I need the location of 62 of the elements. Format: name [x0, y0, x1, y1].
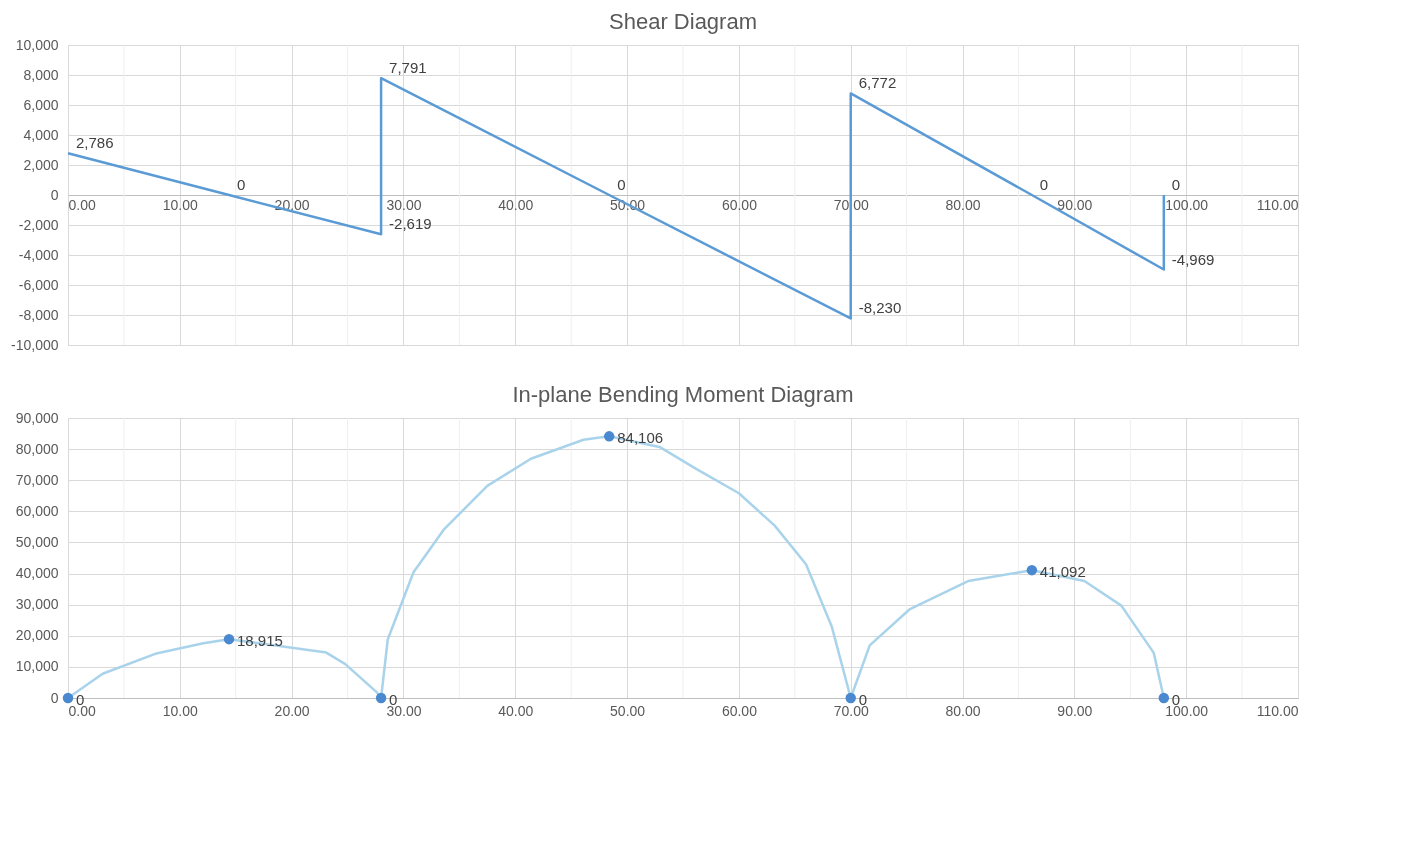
x-tick-label: 100.00 — [1165, 196, 1209, 213]
data-label: 6,772 — [858, 74, 897, 92]
x-tick-label: 0.00 — [68, 196, 96, 213]
x-tick-label: 40.00 — [498, 196, 534, 213]
chart-title: In-plane Bending Moment Diagram — [512, 382, 854, 407]
data-label: -2,619 — [389, 215, 432, 233]
data-label: 84,106 — [617, 429, 664, 447]
data-label: 2,786 — [76, 134, 114, 152]
y-tick-label: -10,000 — [11, 336, 59, 353]
y-tick-label: 20,000 — [15, 627, 59, 644]
point — [603, 431, 615, 442]
y-tick-label: 10,000 — [15, 658, 59, 675]
y-tick-label: -4,000 — [18, 246, 59, 263]
y-tick-label: 4,000 — [23, 126, 59, 143]
y-tick-label: 40,000 — [15, 565, 59, 582]
x-tick-label: 90.00 — [1057, 702, 1093, 719]
y-tick-label: 0 — [50, 689, 59, 706]
x-tick-label: 60.00 — [721, 702, 758, 719]
y-tick-label: 0 — [50, 186, 59, 203]
point — [1026, 564, 1038, 576]
point — [845, 692, 856, 704]
y-tick-label: 60,000 — [15, 502, 59, 519]
x-tick-label: 80.00 — [945, 702, 981, 719]
y-tick-label: 8,000 — [23, 66, 59, 83]
x-tick-label: 90.00 — [1057, 196, 1093, 213]
point — [1158, 692, 1170, 704]
x-tick-label: 10.00 — [162, 196, 199, 213]
x-tick-label: 30.00 — [386, 196, 422, 213]
y-tick-label: 2,000 — [23, 156, 59, 173]
point — [223, 633, 235, 645]
data-label: 0 — [237, 176, 246, 193]
x-tick-label: 10.00 — [162, 702, 199, 719]
x-tick-label: 80.00 — [945, 196, 981, 213]
y-tick-label: 50,000 — [15, 533, 59, 550]
y-tick-label: 80,000 — [15, 440, 59, 457]
y-tick-label: 10,000 — [15, 36, 59, 53]
data-label: 41,092 — [1039, 563, 1086, 581]
x-tick-label: 110.00 — [1256, 702, 1299, 719]
y-tick-label: 90,000 — [15, 409, 59, 426]
x-tick-label: 50.00 — [610, 702, 646, 719]
y-tick-label: 6,000 — [23, 96, 59, 113]
x-tick-label: 110.00 — [1256, 196, 1299, 213]
data-label: -8,230 — [858, 299, 902, 317]
data-label: -4,969 — [1171, 250, 1215, 268]
data-label: 0 — [1171, 176, 1181, 193]
data-label: 7,791 — [389, 59, 427, 77]
point — [375, 692, 387, 704]
y-tick-label: 70,000 — [15, 471, 59, 488]
y-tick-label: -6,000 — [18, 276, 59, 293]
x-tick-label: 40.00 — [498, 702, 534, 719]
y-tick-label: -2,000 — [18, 216, 59, 233]
data-label: 18,915 — [237, 632, 283, 650]
y-tick-label: -8,000 — [18, 306, 59, 323]
line-series — [66, 76, 1166, 320]
data-label: 0 — [1039, 176, 1049, 193]
y-tick-label: 30,000 — [15, 596, 59, 613]
x-tick-label: 20.00 — [274, 196, 310, 213]
x-tick-label: 20.00 — [274, 702, 310, 719]
data-label: 0 — [617, 176, 626, 193]
point — [62, 692, 74, 704]
x-tick-label: 60.00 — [721, 196, 758, 213]
chart-title: Shear Diagram — [609, 9, 757, 34]
